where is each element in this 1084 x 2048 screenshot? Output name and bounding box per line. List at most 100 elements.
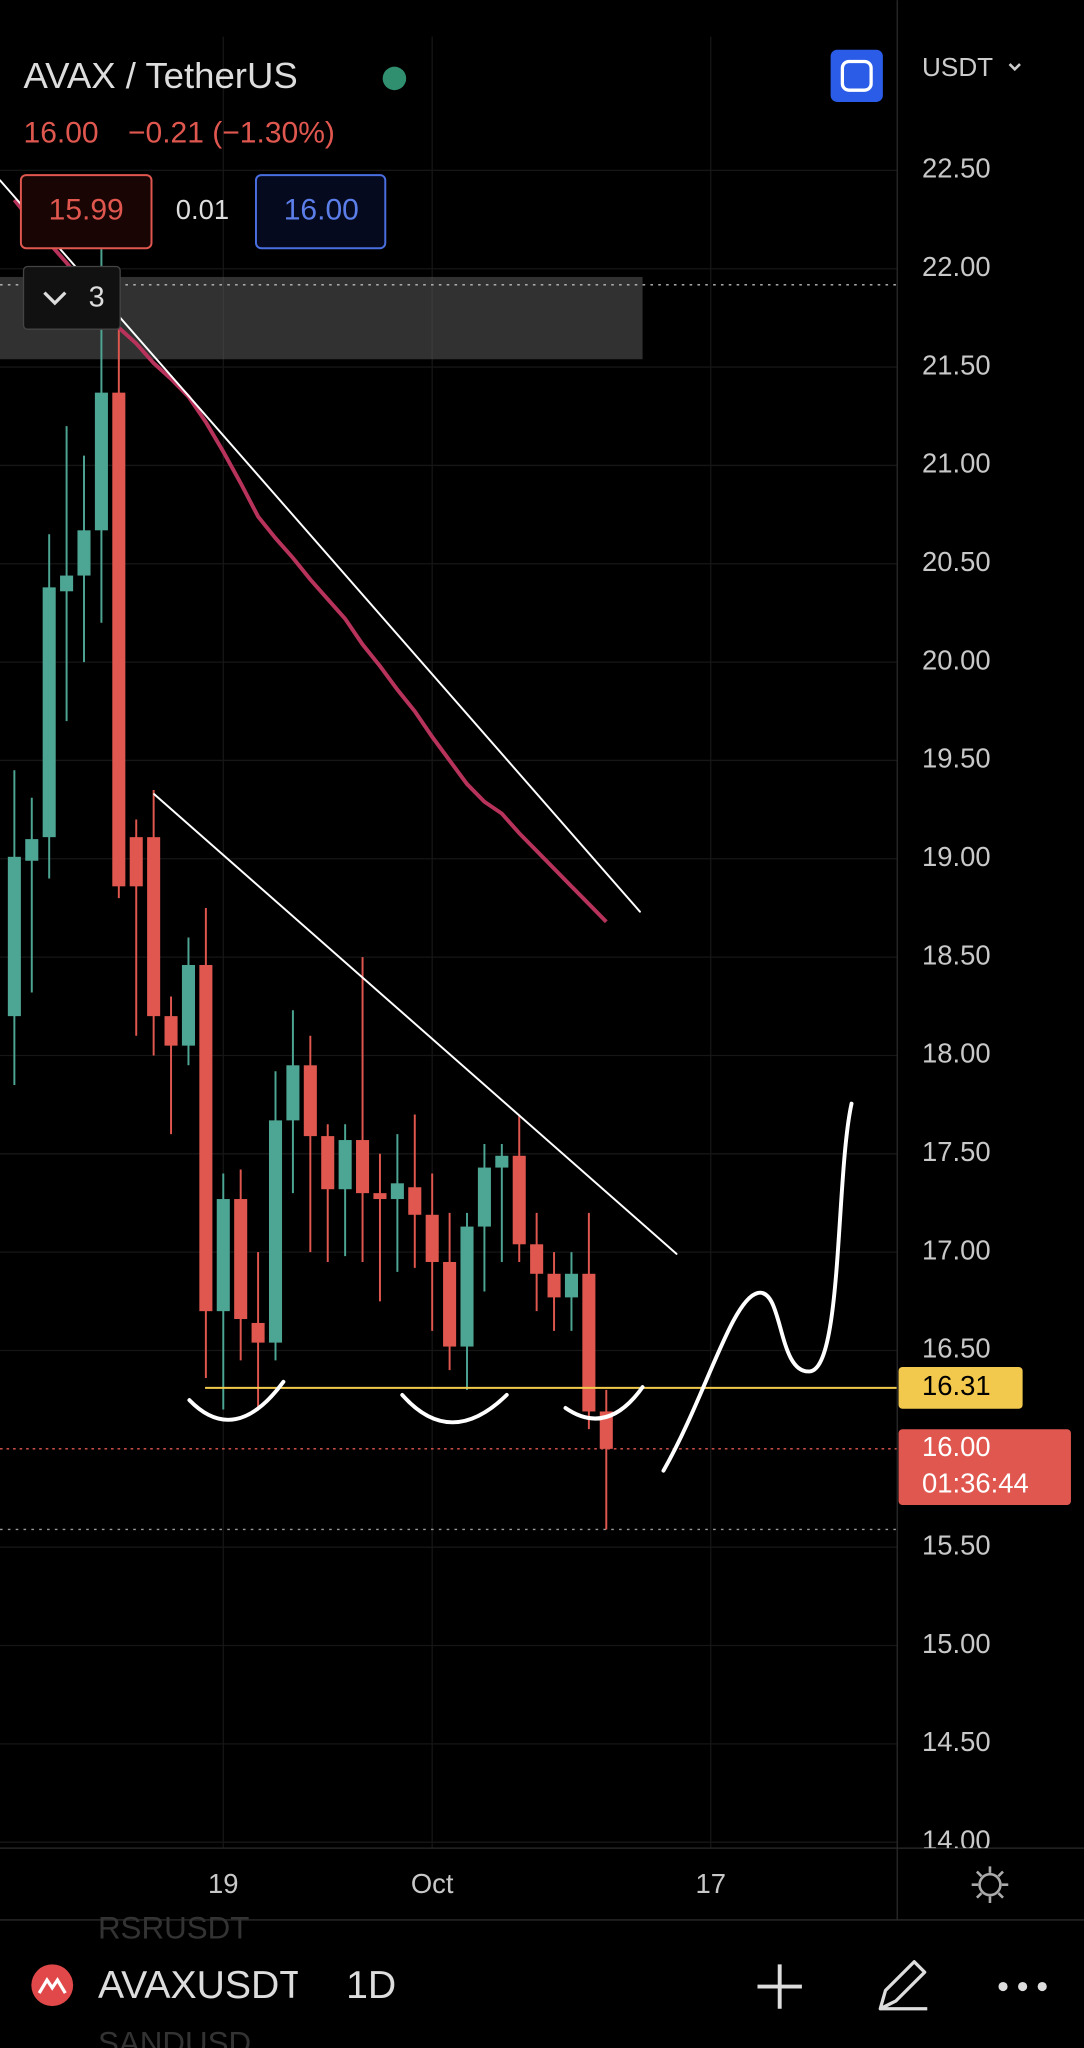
- bid-price[interactable]: 15.99: [49, 194, 124, 227]
- hand-drawing: [400, 1392, 509, 1425]
- next-symbol: SANDUSD: [98, 2026, 251, 2048]
- fullscreen-icon: [840, 59, 873, 92]
- candle-body: [42, 587, 56, 838]
- candle-body: [303, 1065, 317, 1137]
- y-tick-label: 14.50: [922, 1726, 991, 1757]
- y-tick-label: 21.00: [922, 448, 991, 479]
- trend-line: [153, 793, 678, 1255]
- candle-body: [77, 530, 91, 576]
- horizontal-line-label-bg: [898, 1366, 1023, 1409]
- more-button[interactable]: [998, 1981, 1047, 1992]
- y-tick-label: 20.00: [922, 644, 991, 675]
- last-price-label-bg: [898, 1429, 1071, 1505]
- candle-body: [129, 837, 143, 887]
- candle-body: [512, 1155, 526, 1245]
- time-axis: 19 Oct 17: [208, 1868, 726, 1899]
- dot: [998, 1981, 1008, 1992]
- y-tick-label: 22.50: [922, 153, 991, 184]
- price-labels: 16.31 16.00 01:36:44: [898, 1366, 1071, 1505]
- y-tick-label: 14.00: [922, 1824, 991, 1855]
- hand-drawing: [187, 1379, 286, 1422]
- y-tick-label: 19.00: [922, 841, 991, 872]
- candle-body: [599, 1411, 613, 1449]
- y-tick-label: 21.50: [922, 349, 991, 380]
- y-tick-label: 15.00: [922, 1628, 991, 1659]
- interval[interactable]: 1D: [346, 1964, 396, 2007]
- sell-button[interactable]: [19, 174, 153, 250]
- x-tick-label: 19: [208, 1868, 238, 1899]
- countdown: 01:36:44: [922, 1468, 1029, 1499]
- candle-body: [373, 1193, 387, 1200]
- candle-body: [25, 839, 39, 861]
- fullscreen-button[interactable]: [830, 49, 883, 102]
- last-price-label: 16.00: [922, 1431, 991, 1462]
- candle-body: [460, 1226, 474, 1347]
- candle-body: [7, 856, 21, 1017]
- candle-body: [286, 1065, 300, 1121]
- prev-symbol: RSRUSDT: [98, 1911, 249, 1946]
- symbol-title: AVAX / TetherUS: [24, 55, 298, 96]
- y-tick-label: 17.50: [922, 1136, 991, 1167]
- draw-button[interactable]: [878, 1960, 928, 2011]
- y-tick-label: 20.50: [922, 546, 991, 577]
- dot: [1037, 1981, 1047, 1992]
- candle-body: [216, 1199, 230, 1312]
- logo-mark: [37, 1976, 67, 1994]
- candle-body: [530, 1244, 544, 1274]
- gear-teeth: [971, 1866, 1009, 1903]
- candle-body: [251, 1322, 265, 1343]
- toolbar: [0, 1940, 1084, 2033]
- x-tick-label: Oct: [411, 1868, 454, 1899]
- candle-body: [547, 1273, 561, 1298]
- y-tick-label: 18.00: [922, 1038, 991, 1069]
- y-tick-label: 18.50: [922, 939, 991, 970]
- toolbar-symbol[interactable]: AVAXUSDT: [98, 1964, 303, 2007]
- dropdown-icon: [1008, 63, 1021, 72]
- y-tick-label: 22.00: [922, 251, 991, 282]
- candle-body: [338, 1140, 352, 1190]
- currency-select[interactable]: USDT: [922, 52, 993, 82]
- candle-body: [495, 1155, 509, 1168]
- candle-body: [94, 392, 108, 531]
- add-button[interactable]: [757, 1964, 802, 2009]
- x-tick-label: 17: [695, 1868, 725, 1899]
- buy-button[interactable]: [255, 174, 387, 250]
- y-tick-label: 19.50: [922, 743, 991, 774]
- candle-body: [390, 1183, 404, 1200]
- spread: 0.01: [176, 194, 229, 225]
- candle-body: [181, 964, 195, 1046]
- candle-body: [112, 392, 126, 887]
- hand-drawing: [661, 1101, 854, 1473]
- candle-body: [147, 837, 161, 1017]
- last-price: 16.00: [24, 117, 99, 150]
- indicator-count[interactable]: 3: [89, 282, 105, 314]
- indicators-toggle[interactable]: [22, 265, 121, 330]
- candle-body: [564, 1273, 578, 1298]
- chevron-icon: [43, 291, 67, 306]
- candle-body: [234, 1199, 248, 1320]
- hand-drawing: [563, 1385, 645, 1421]
- settings-button[interactable]: [971, 1866, 1009, 1903]
- horizontal-line-label: 16.31: [922, 1370, 991, 1401]
- candle-body: [582, 1273, 596, 1412]
- status-dot: [382, 66, 407, 91]
- candle-body: [425, 1214, 439, 1262]
- y-tick-label: 16.50: [922, 1333, 991, 1364]
- y-tick-label: 15.50: [922, 1529, 991, 1560]
- candle-body: [164, 1016, 178, 1046]
- dot: [1018, 1981, 1028, 1992]
- candle-body: [443, 1261, 457, 1347]
- candle-body: [356, 1140, 370, 1194]
- price-axis: 22.50 22.00 21.50 21.00 20.50 20.00 19.50 19.00…: [922, 153, 991, 1855]
- candle-body: [60, 575, 74, 592]
- candle-body: [268, 1120, 283, 1343]
- candle-body: [477, 1167, 491, 1227]
- candle-body: [321, 1136, 335, 1190]
- ask-price[interactable]: 16.00: [284, 194, 359, 227]
- y-tick-label: 17.00: [922, 1234, 991, 1265]
- gear-icon[interactable]: [978, 1872, 1002, 1897]
- candle-body: [199, 964, 213, 1312]
- candle-body: [408, 1187, 422, 1215]
